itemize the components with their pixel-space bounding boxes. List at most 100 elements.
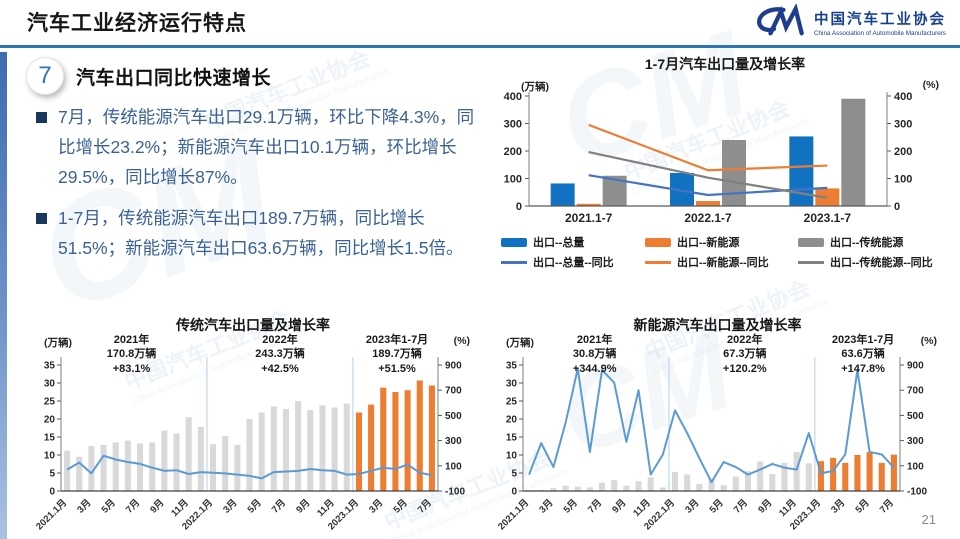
left-accent-bar (0, 52, 7, 539)
bullet-text: 7月，传统能源汽车出口29.1万辆，环比下降4.3%，同比增长23.2%；新能源… (58, 107, 475, 187)
svg-text:2021.1月: 2021.1月 (34, 497, 69, 532)
svg-text:9月: 9月 (610, 497, 628, 515)
chart-annotation: 2023年1-7月 63.6万辆 +147.8% (831, 334, 895, 375)
chart-title: 新能源汽车出口量及增长率 (633, 317, 802, 333)
chart-canvas: 0 5 10 15 20 25 30 35 -100 100 300 500 700 900 2021.1月… (34, 357, 465, 532)
svg-text:11月: 11月 (631, 497, 653, 519)
svg-text:5月: 5月 (708, 497, 726, 515)
chart-title: 1-7月汽车出口量及增长率 (644, 56, 806, 72)
svg-text:5月: 5月 (246, 497, 264, 515)
section-heading: 汽车出口同比快速增长 (76, 68, 272, 89)
chart-canvas: 0 5 10 15 20 25 30 35 -100 100 300 500 700 900 2021.1月… (496, 357, 927, 532)
chart-annotation: 2023年1-7月 189.7万辆 +51.5% (365, 334, 429, 375)
svg-text:700: 700 (907, 386, 924, 397)
svg-text:100: 100 (894, 174, 912, 186)
svg-text:7月: 7月 (270, 497, 288, 515)
legend-label: 出口--新能源 (677, 237, 740, 249)
unit-label-left: (万辆) (521, 81, 549, 93)
unit-label-left: (万辆) (506, 337, 534, 349)
svg-text:11月: 11月 (169, 497, 191, 519)
unit-label-right: (%) (922, 79, 939, 91)
svg-text:20: 20 (506, 415, 518, 426)
section-number-badge: 7 (26, 57, 64, 95)
svg-text:7月: 7月 (586, 497, 604, 515)
svg-text:2021.1月: 2021.1月 (496, 497, 531, 532)
svg-text:3月: 3月 (829, 497, 847, 515)
svg-text:400: 400 (894, 91, 912, 103)
svg-text:0: 0 (49, 487, 55, 498)
svg-text:300: 300 (504, 119, 522, 131)
bullet-marker (36, 213, 47, 225)
svg-text:0: 0 (516, 201, 522, 213)
chart-legend: 出口--总量 出口--新能源 出口--传统能源 出口--总量--同比 出口--新… (501, 234, 951, 270)
svg-text:9月: 9月 (756, 497, 774, 515)
svg-text:-100: -100 (907, 487, 927, 498)
page-title: 汽车工业经济运行特点 (27, 12, 247, 35)
svg-text:25: 25 (44, 397, 56, 408)
legend-swatch-nev-bar (645, 237, 671, 247)
svg-text:20: 20 (44, 415, 56, 426)
svg-text:2021.1-7: 2021.1-7 (565, 211, 613, 225)
title-underline (0, 45, 960, 48)
svg-text:3月: 3月 (75, 497, 93, 515)
svg-text:9月: 9月 (148, 497, 166, 515)
svg-text:2022.1-7: 2022.1-7 (684, 211, 732, 225)
svg-text:3月: 3月 (367, 497, 385, 515)
svg-text:100: 100 (445, 461, 462, 472)
unit-label-right: (%) (453, 335, 470, 347)
legend-label: 出口--总量--同比 (533, 257, 614, 269)
svg-text:5: 5 (49, 469, 55, 480)
svg-text:11月: 11月 (315, 497, 337, 519)
bullet-text: 1-7月，传统能源汽车出口189.7万辆，同比增长51.5%；新能源汽车出口63… (58, 208, 464, 258)
svg-text:10: 10 (44, 451, 56, 462)
legend-swatch-total-line (501, 260, 527, 264)
svg-text:5: 5 (511, 469, 517, 480)
legend-item: 出口--传统能源--同比 (798, 254, 951, 270)
svg-text:300: 300 (894, 119, 912, 131)
svg-text:500: 500 (907, 411, 924, 422)
svg-text:7月: 7月 (416, 497, 434, 515)
unit-label-left: (万辆) (44, 337, 72, 349)
svg-text:900: 900 (445, 361, 462, 372)
svg-text:0: 0 (894, 201, 900, 213)
chart-annotation: 2021年 170.8万辆 +83.1% (106, 334, 157, 375)
chart-export-summary: 1-7月汽车出口量及增长率 (万辆) (%) 0 0 100 100 200 200 300… (495, 52, 955, 280)
svg-text:300: 300 (445, 436, 462, 447)
legend-label: 出口--传统能源 (830, 237, 904, 249)
legend-swatch-total-bar (501, 237, 527, 247)
bullet-list: 7月，传统能源汽车出口29.1万辆，环比下降4.3%，同比增长23.2%；新能源… (36, 103, 488, 276)
legend-item: 出口--传统能源 (798, 234, 951, 250)
svg-text:3月: 3月 (221, 497, 239, 515)
chart-annotation: 2021年 30.8万辆 +344.9% (572, 334, 617, 375)
svg-text:10: 10 (506, 451, 518, 462)
svg-text:200: 200 (894, 146, 912, 158)
svg-text:9月: 9月 (294, 497, 312, 515)
svg-text:400: 400 (504, 91, 522, 103)
legend-label: 出口--传统能源--同比 (830, 257, 933, 269)
chart-traditional-exports: 传统汽车出口量及增长率 (万辆) (%) 2021年 170.8万辆 +83.1% … (28, 313, 478, 539)
chart-nev-exports: 新能源汽车出口量及增长率 (万辆) (%) 2021年 30.8万辆 +344.9%… (490, 313, 945, 539)
logo-name-en: China Association of Automobile Manufact… (814, 29, 946, 37)
legend-item: 出口--总量--同比 (501, 254, 645, 270)
bullet-marker (36, 112, 47, 123)
svg-text:5月: 5月 (391, 497, 409, 515)
svg-text:3月: 3月 (683, 497, 701, 515)
svg-text:5月: 5月 (100, 497, 118, 515)
caam-logo: 中国汽车工业协会 China Association of Automobile… (754, 4, 946, 40)
chart-title: 传统汽车出口量及增长率 (176, 317, 330, 333)
svg-text:700: 700 (445, 386, 462, 397)
svg-text:-100: -100 (445, 487, 465, 498)
chart-annotation: 2022年 67.3万辆 +120.2% (722, 334, 767, 375)
svg-text:35: 35 (506, 361, 518, 372)
legend-swatch-trad-bar (798, 237, 824, 247)
legend-swatch-trad-line (798, 260, 824, 264)
svg-text:25: 25 (506, 397, 518, 408)
bullet-item: 7月，传统能源汽车出口29.1万辆，环比下降4.3%，同比增长23.2%；新能源… (36, 103, 488, 192)
svg-text:3月: 3月 (537, 497, 555, 515)
svg-text:0: 0 (511, 487, 517, 498)
legend-item: 出口--总量 (501, 234, 645, 250)
svg-text:2023.1-7: 2023.1-7 (804, 211, 852, 225)
caam-logo-icon (757, 4, 804, 36)
svg-text:15: 15 (506, 433, 518, 444)
